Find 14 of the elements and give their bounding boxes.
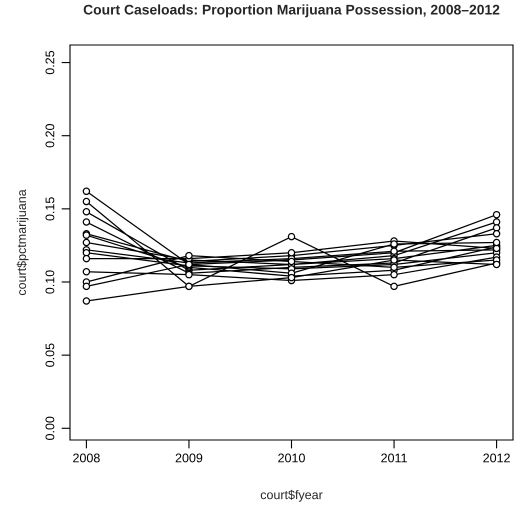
x-tick-label: 2009 bbox=[176, 454, 202, 462]
y-tick-label: 0.00 bbox=[45, 416, 54, 440]
y-tick-label: 0.05 bbox=[45, 344, 54, 367]
y-tick-label: 0.10 bbox=[45, 270, 54, 294]
x-tick-label: 2012 bbox=[483, 454, 510, 462]
x-tick-label: 2008 bbox=[73, 454, 100, 462]
y-tick-label: 0.25 bbox=[45, 50, 54, 74]
x-tick-label: 2010 bbox=[278, 454, 305, 462]
y-axis-title: court$pctmarijuana bbox=[16, 189, 28, 296]
y-tick-label: 0.20 bbox=[45, 124, 54, 148]
chart-title: Court Caseloads: Proportion Marijuana Possession, 2008–2012 bbox=[84, 4, 500, 18]
x-tick-label: 2011 bbox=[381, 454, 407, 462]
y-tick-label: 0.15 bbox=[45, 197, 54, 221]
x-axis-title: court$fyear bbox=[260, 490, 323, 502]
